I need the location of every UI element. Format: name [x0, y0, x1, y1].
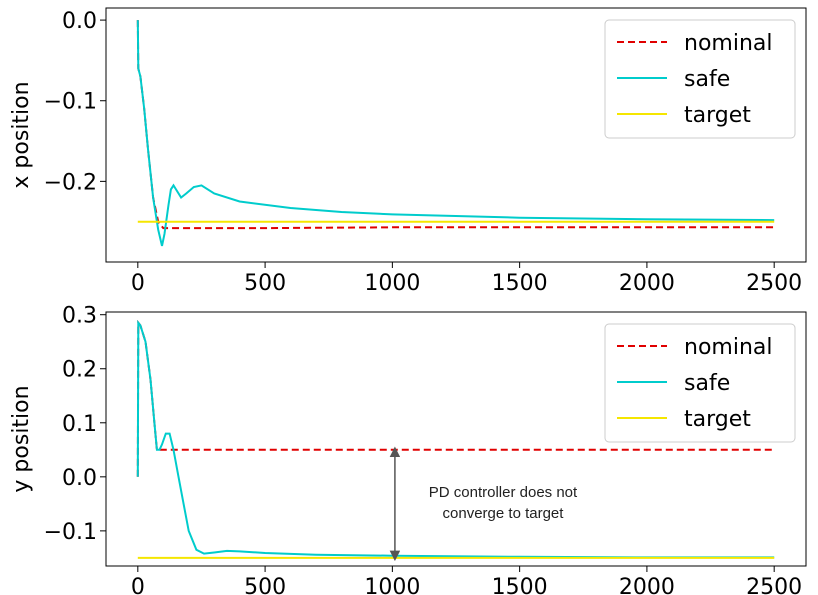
legend-safe-label: safe — [684, 67, 730, 92]
series-safe-line — [136, 20, 775, 247]
x-tick-label: 500 — [244, 575, 286, 595]
x-tick-label: 1000 — [364, 271, 420, 296]
axes-frame — [105, 311, 807, 567]
x-tick-label: 2500 — [746, 271, 802, 296]
x-tick-label: 0 — [131, 271, 145, 296]
y-tick-label: 0.0 — [62, 466, 97, 491]
legend-box — [604, 19, 796, 139]
legend-safe-label: safe — [684, 371, 730, 396]
annotation-text-line2: converge to target — [443, 505, 565, 522]
x-tick-label: 2000 — [619, 271, 675, 296]
y-tick-label: −0.1 — [44, 520, 97, 545]
legend-nominal-label: nominal — [684, 31, 772, 56]
x-tick-label: 1500 — [492, 271, 548, 296]
axes-frame — [105, 7, 807, 263]
series-safe-line — [136, 319, 775, 559]
subplot-1: 0 500 1000 1500 2000 2500 0.0 −0.1 −0.2 x positio… — [9, 7, 807, 296]
x-tick-label: 1500 — [492, 575, 548, 595]
y-axis-label: y position — [9, 385, 34, 492]
x-tick-label: 1000 — [364, 575, 420, 595]
legend-box — [604, 323, 796, 443]
y-tick-label: 0.2 — [62, 358, 97, 383]
subplot-2: 0 500 1000 1500 2000 2500 0.3 0.2 0.1 0.0 −0.1 y po… — [9, 304, 807, 595]
y-tick-label: 0.0 — [62, 9, 97, 34]
x-tick-label: 0 — [131, 575, 145, 595]
x-tick-label: 2000 — [619, 575, 675, 595]
x-tick-label: 2500 — [746, 575, 802, 595]
y-axis-label: x position — [9, 81, 34, 188]
y-tick-label: 0.3 — [62, 304, 97, 329]
legend: nominal safe target — [604, 323, 796, 443]
x-tick-label: 500 — [244, 271, 286, 296]
y-tick-label: −0.2 — [44, 170, 97, 195]
y-tick-label: −0.1 — [44, 90, 97, 115]
legend: nominal safe target — [604, 19, 796, 139]
legend-target-label: target — [684, 103, 751, 128]
legend-nominal-label: nominal — [684, 335, 772, 360]
annotation-text-line1: PD controller does not — [429, 484, 578, 501]
legend-target-label: target — [684, 407, 751, 432]
y-tick-label: 0.1 — [62, 412, 97, 437]
